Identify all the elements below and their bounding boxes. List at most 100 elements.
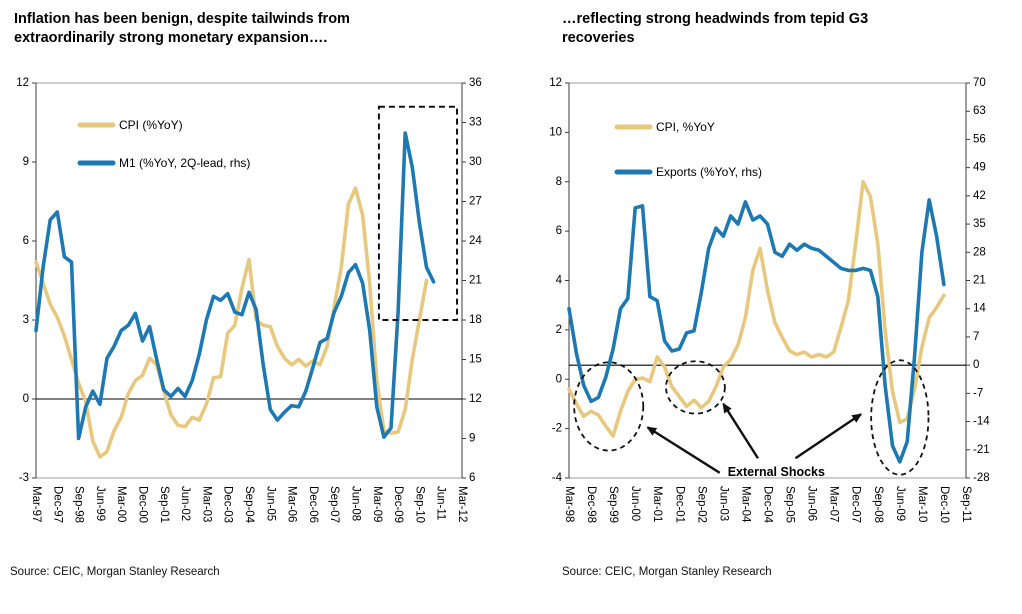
right-axis-tick-label: 63	[973, 105, 986, 117]
x-axis-tick-label: Jun-02	[179, 486, 191, 521]
x-axis-tick-label: Jun-06	[806, 486, 818, 521]
x-axis-tick-label: Sep-07	[328, 486, 340, 523]
x-axis-tick-label: Sep-99	[607, 486, 619, 523]
highlight-box	[377, 105, 459, 321]
right-axis-tick-label: 30	[469, 156, 482, 168]
x-axis-labels: Mar-98 Dec-98 Sep-99 Jun-00 Mar-01 Dec-01 Sep-…	[563, 486, 972, 524]
x-axis-tick-label: Jun-99	[94, 486, 106, 521]
x-axis-tick-label: Jun-05	[264, 486, 276, 521]
shock-arrow	[794, 413, 863, 460]
right-axis-tick-label: 27	[469, 196, 482, 208]
right-axis-tick-label: 24	[469, 235, 482, 247]
left-axis-tick-label: 2	[556, 324, 562, 336]
x-axis-tick-label: Dec-07	[850, 486, 862, 523]
left-axis-tick-label: 12	[16, 77, 29, 89]
x-axis-tick-label: Jun-08	[350, 486, 362, 521]
x-axis-tick-label: Mar-97	[30, 486, 42, 522]
x-axis-tick-label: Jun-00	[629, 486, 641, 521]
x-axis-tick-label: Sep-02	[695, 486, 707, 523]
right-axis-tick-label: 70	[973, 77, 986, 89]
shock-arrow	[646, 426, 721, 474]
left-axis-tick-label: 6	[23, 235, 29, 247]
right-axis-tick-label: 42	[973, 190, 986, 202]
left-axis-tick-label: -3	[19, 472, 29, 484]
right-axis-tick-label: 15	[469, 354, 482, 366]
left-axis-tick-label: 10	[549, 126, 562, 138]
left-axis-tick-label: -2	[552, 423, 562, 435]
x-axis-tick-label: Dec-97	[51, 486, 63, 523]
x-axis-tick-label: Mar-07	[828, 486, 840, 522]
x-axis-tick-label: Jun-09	[894, 486, 906, 521]
left-axis-ticks: 12 9 6 3 0 -3	[16, 77, 36, 484]
cpi-line-legend-label: CPI, %YoY	[656, 120, 715, 134]
cpi-line	[567, 180, 946, 438]
x-axis-tick-label: Sep-05	[784, 486, 796, 523]
right-chart-source: Source: CEIC, Morgan Stanley Research	[562, 566, 772, 578]
x-axis-tick-label: Mar-01	[651, 486, 663, 522]
x-axis-tick-label: Dec-03	[222, 486, 234, 523]
cpi-line	[34, 186, 429, 459]
left-axis-tick-label: 6	[556, 225, 562, 237]
left-axis-tick-label: 8	[556, 176, 562, 188]
left-axis-tick-label: 9	[23, 156, 29, 168]
x-axis-tick-label: Jun-03	[717, 486, 729, 521]
m1-line	[34, 131, 436, 441]
x-axis-tick-label: Mar-98	[563, 486, 575, 522]
exports-line-legend-label: Exports (%YoY, rhs)	[656, 165, 762, 179]
right-axis-tick-label: -7	[973, 387, 983, 399]
left-chart-source: Source: CEIC, Morgan Stanley Research	[10, 566, 220, 578]
left-axis-ticks: 12 10 8 6 4 2 0 -2 -4	[549, 77, 569, 484]
x-axis-tick-label: Dec-01	[673, 486, 685, 523]
x-axis-tick-label: Mar-04	[739, 486, 751, 523]
chart-svg-1: 121086420-2-470635649423528211470-7-14-2…	[549, 77, 990, 524]
x-axis-tick-label: Jun-11	[435, 486, 447, 520]
shock-ellipse	[870, 359, 930, 476]
right-axis-tick-label: 56	[973, 133, 986, 145]
x-axis-tick-label: Mar-09	[371, 486, 383, 522]
right-axis-tick-label: 9	[469, 433, 475, 445]
left-axis-tick-label: 3	[23, 314, 29, 326]
x-axis-tick-label: Dec-98	[585, 486, 597, 523]
shock-ellipse	[573, 361, 645, 452]
right-axis-tick-label: 0	[973, 359, 979, 371]
right-axis-tick-label: 14	[973, 303, 986, 315]
legend: CPI (%YoY) M1 (%YoY, 2Q-lead, rhs)	[77, 118, 250, 170]
right-axis-tick-label: -28	[973, 472, 990, 484]
x-axis-tick-label: Mar-03	[200, 486, 212, 522]
exports-line	[567, 198, 946, 464]
x-axis-tick-label: Mar-06	[286, 486, 298, 522]
x-axis-tick-label: Sep-11	[960, 486, 972, 522]
x-axis-tick-label: Dec-04	[762, 486, 774, 524]
right-axis-tick-label: 12	[469, 393, 482, 405]
right-axis-tick-label: -21	[973, 444, 990, 456]
left-chart-panel: Inflation has been benign, despite tailw…	[10, 11, 482, 578]
x-axis-tick-label: Sep-10	[413, 486, 425, 523]
right-axis-tick-label: -14	[973, 416, 990, 428]
x-axis-tick-label: Dec-00	[137, 486, 149, 523]
legend: CPI, %YoY Exports (%YoY, rhs)	[614, 120, 762, 179]
x-axis-tick-label: Mar-12	[456, 486, 468, 522]
m1-line-legend-label: M1 (%YoY, 2Q-lead, rhs)	[119, 156, 250, 170]
right-axis-ticks: 36 33 30 27 24 21 18 15 12 9 6	[462, 77, 482, 484]
x-axis-tick-label: Dec-06	[307, 486, 319, 523]
right-chart-panel: …reflecting strong headwinds from tepid …	[511, 0, 1022, 614]
right-axis-tick-label: 7	[973, 331, 979, 343]
right-axis-tick-label: 6	[469, 472, 475, 484]
x-axis-tick-label: Mar-00	[115, 486, 127, 522]
right-axis-tick-label: 28	[973, 246, 986, 258]
x-axis-tick-label: Dec-10	[938, 486, 950, 523]
right-axis-tick-label: 49	[973, 162, 986, 174]
x-axis-tick-label: Sep-98	[73, 486, 85, 523]
x-axis-tick-label: Sep-08	[872, 486, 884, 523]
right-axis-tick-label: 21	[973, 275, 986, 287]
x-axis-tick-label: Sep-04	[243, 486, 255, 524]
cpi-line-legend-label: CPI (%YoY)	[119, 118, 183, 132]
right-axis-tick-label: 18	[469, 314, 482, 326]
left-axis-tick-label: 4	[556, 275, 563, 287]
external-shocks-label: External Shocks	[728, 465, 825, 479]
x-axis-tick-label: Sep-01	[158, 486, 170, 523]
right-axis-tick-label: 35	[973, 218, 986, 230]
